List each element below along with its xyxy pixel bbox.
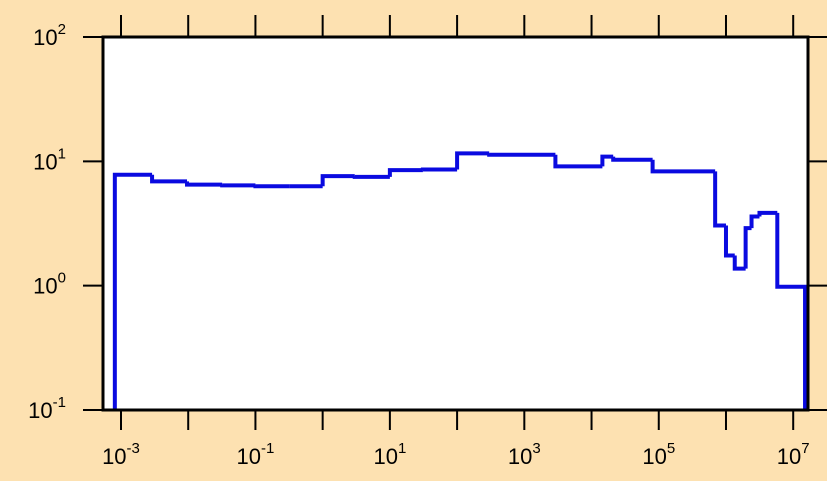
histogram-bin [732,255,746,271]
tick-label: 10-1 [237,440,275,469]
tick-label-exponent: -3 [127,440,140,457]
plot-area [103,37,808,410]
histogram-bin [352,174,390,179]
histogram-bin [150,174,188,184]
histogram-bin [387,168,423,177]
histogram-bin [713,171,726,228]
tick-label: 105 [642,440,675,469]
histogram-bin [253,184,290,189]
tick-label-base: 10 [102,444,126,469]
tick-label-base: 10 [28,398,52,423]
tick-label-exponent: 7 [801,440,809,457]
tick-label-exponent: 1 [58,145,66,162]
histogram-bin [112,172,153,410]
histogram-bin [723,225,735,258]
tick-label: 103 [508,440,541,469]
tick-label-base: 10 [33,274,57,299]
tick-label-exponent: 2 [58,21,66,38]
tick-label-exponent: 1 [398,440,406,457]
tick-label-base: 10 [33,149,57,174]
tick-label: 100 [33,270,66,299]
histogram-bin [487,152,556,157]
histogram-bin [611,156,653,162]
histogram-bin [455,151,490,170]
tick-label: 101 [373,440,406,469]
histogram-bin [757,210,778,217]
tick-label: 101 [33,145,66,174]
tick-label-exponent: 3 [532,440,540,457]
histogram-bin [553,154,603,169]
histogram-bin [600,154,614,167]
tick-label-base: 10 [508,444,532,469]
tick-label: 10-3 [102,440,140,469]
tick-label: 102 [33,21,66,50]
tick-label: 107 [777,440,810,469]
histogram-bin [650,159,716,174]
tick-label-base: 10 [33,25,57,50]
tick-label-exponent: -1 [261,440,274,457]
tick-label-exponent: 0 [58,270,66,287]
histogram-bin [749,214,760,229]
tick-label-exponent: 5 [667,440,675,457]
histogram-bin [220,183,256,188]
plot-frame [101,35,810,412]
histogram-bin [775,212,808,410]
tick-label-base: 10 [373,444,397,469]
histogram-bin [185,181,223,187]
histogram-bin [420,167,458,172]
tick-label-exponent: -1 [53,394,66,411]
histogram-bin [320,174,355,187]
tick-label-base: 10 [237,444,261,469]
tick-label-base: 10 [777,444,801,469]
tick-label-base: 10 [642,444,666,469]
tick-label: 10-1 [28,394,66,423]
